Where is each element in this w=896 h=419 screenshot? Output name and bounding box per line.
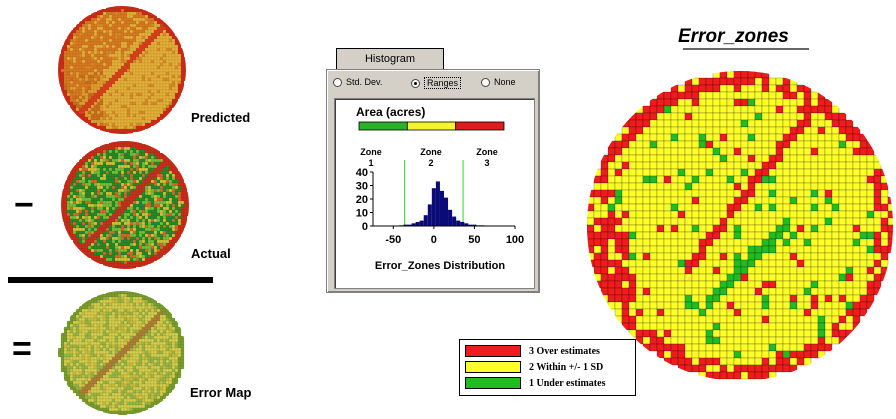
histogram-bar bbox=[464, 223, 469, 226]
radio-none[interactable]: None bbox=[481, 77, 516, 87]
radio-ranges-circle[interactable] bbox=[411, 78, 420, 88]
error-zones-map bbox=[587, 71, 893, 381]
histogram-bar bbox=[427, 204, 432, 226]
y-tick-label: 30 bbox=[356, 181, 368, 193]
legend-label-over: 3 Over estimates bbox=[529, 345, 600, 357]
radio-none-label: None bbox=[494, 77, 516, 87]
legend-label-under: 1 Under estimates bbox=[529, 377, 606, 389]
histogram-bar bbox=[411, 223, 416, 226]
histogram-bar bbox=[415, 221, 420, 226]
legend-row-under: 1 Under estimates bbox=[465, 376, 605, 390]
y-tick-label: 40 bbox=[356, 167, 368, 179]
y-tick-label: 0 bbox=[362, 221, 368, 233]
zone-2-word: Zone bbox=[420, 147, 442, 157]
histogram-bar bbox=[468, 224, 473, 226]
zone-1-word: Zone bbox=[360, 147, 382, 157]
error-map-label: Error Map bbox=[190, 385, 252, 400]
radio-std-dev-circle[interactable] bbox=[333, 77, 342, 87]
histogram-bar bbox=[456, 220, 461, 226]
histogram-chart-area: Area (acres) Zone 1 Zone 2 Zone 3 40 30 20… bbox=[334, 98, 535, 289]
area-title: Area (acres) bbox=[356, 105, 425, 119]
histogram-bar bbox=[460, 221, 465, 226]
x-tick-label: 50 bbox=[468, 234, 480, 246]
y-tick-label: 20 bbox=[356, 194, 368, 206]
histogram-bar bbox=[431, 188, 436, 226]
histogram-bar bbox=[423, 215, 428, 226]
radio-ranges-label: Ranges bbox=[424, 77, 462, 89]
display-mode-radios: Std. Dev. Ranges None bbox=[333, 77, 537, 93]
histogram-window: Histogram Std. Dev. Ranges None Area (ac… bbox=[326, 48, 540, 293]
legend-swatch-under bbox=[465, 377, 521, 389]
zone-2-number: 2 bbox=[428, 158, 433, 168]
histogram-bar bbox=[452, 216, 457, 226]
legend-swatch-within bbox=[465, 361, 521, 373]
radio-none-circle[interactable] bbox=[481, 77, 490, 87]
histogram-bar bbox=[439, 190, 444, 226]
error-zones-title: Error_zones bbox=[678, 26, 789, 47]
histogram-chart: Area (acres) Zone 1 Zone 2 Zone 3 40 3020… bbox=[356, 105, 524, 272]
zone-2-swatch bbox=[406, 121, 457, 131]
zone-3-word: Zone bbox=[476, 147, 498, 157]
actual-label: Actual bbox=[191, 246, 231, 261]
error-map bbox=[58, 291, 186, 415]
legend-row-within: 2 Within +/- 1 SD bbox=[465, 360, 603, 374]
radio-ranges[interactable]: Ranges bbox=[411, 77, 462, 89]
zone-1-swatch bbox=[358, 121, 408, 131]
histogram-bar bbox=[435, 181, 440, 226]
histogram-bar bbox=[419, 220, 424, 226]
histogram-bar bbox=[472, 224, 477, 226]
error-zones-legend: 3 Over estimates 2 Within +/- 1 SD 1 Und… bbox=[459, 339, 636, 396]
x-tick-label: -50 bbox=[385, 234, 401, 246]
x-tick-label: 100 bbox=[506, 234, 524, 246]
radio-std-dev-label: Std. Dev. bbox=[346, 77, 383, 87]
tab-histogram[interactable]: Histogram bbox=[336, 48, 444, 71]
histogram-panel: Std. Dev. Ranges None Area (acres) Zone … bbox=[326, 69, 540, 293]
actual-map bbox=[61, 141, 189, 269]
divider-bar bbox=[8, 277, 213, 283]
histogram-bar bbox=[403, 224, 408, 226]
histogram-bar bbox=[448, 209, 453, 226]
distribution-label: Error_Zones Distribution bbox=[375, 260, 505, 272]
minus-sign: − bbox=[14, 186, 34, 224]
radio-std-dev[interactable]: Std. Dev. bbox=[333, 77, 382, 87]
y-tick-label: 10 bbox=[356, 208, 368, 220]
x-tick-label: 0 bbox=[431, 234, 437, 246]
predicted-map bbox=[58, 6, 186, 134]
legend-row-over: 3 Over estimates bbox=[465, 344, 600, 358]
histogram-bar bbox=[444, 197, 449, 226]
equals-sign: = bbox=[12, 330, 32, 368]
histogram-bar bbox=[407, 224, 412, 226]
title-underline bbox=[683, 48, 809, 50]
zone-3-swatch bbox=[455, 121, 505, 131]
predicted-label: Predicted bbox=[191, 110, 251, 125]
legend-swatch-over bbox=[465, 345, 521, 357]
zone-3-number: 3 bbox=[484, 158, 489, 168]
legend-label-within: 2 Within +/- 1 SD bbox=[529, 361, 604, 373]
zone-1-number: 1 bbox=[368, 158, 373, 168]
